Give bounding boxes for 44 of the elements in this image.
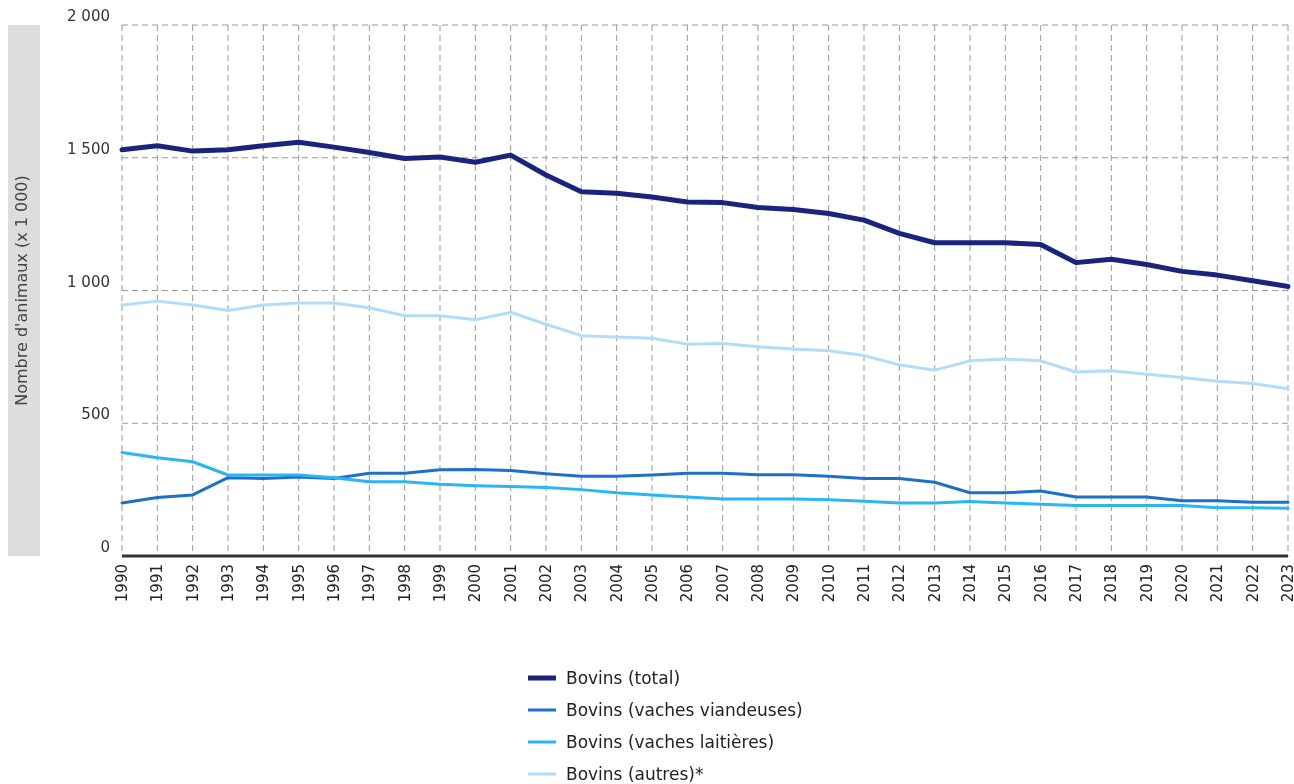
x-tick-label: 1996 — [325, 564, 343, 603]
x-tick-label: 1995 — [289, 564, 308, 603]
x-tick-label: 1992 — [183, 564, 202, 603]
x-tick-label: 2004 — [607, 564, 626, 603]
x-tick-label: 2012 — [890, 564, 909, 603]
x-tick-label: 2008 — [749, 564, 767, 603]
legend-label: Bovins (autres)* — [566, 764, 704, 784]
x-tick-label: 2014 — [961, 564, 979, 603]
legend-label: Bovins (vaches laitières) — [566, 732, 775, 752]
y-tick-label: 0 — [100, 538, 110, 556]
x-tick-label: 2016 — [1031, 564, 1050, 603]
x-tick-label: 2015 — [996, 564, 1015, 603]
y-tick-label: 2 000 — [67, 7, 110, 25]
x-tick-label: 1997 — [360, 564, 379, 603]
x-tick-label: 2001 — [501, 564, 520, 603]
x-tick-label: 1991 — [148, 564, 167, 603]
x-tick-label: 1994 — [254, 564, 273, 603]
x-tick-label: 2020 — [1173, 564, 1191, 603]
y-tick-label: 1 500 — [67, 139, 110, 158]
legend-label: Bovins (vaches viandeuses) — [566, 700, 803, 720]
x-tick-label: 1990 — [113, 564, 131, 603]
x-tick-label: 2002 — [537, 564, 555, 603]
y-tick-label: 500 — [81, 405, 110, 424]
x-tick-label: 1999 — [431, 564, 449, 603]
y-tick-label: 1 000 — [67, 272, 110, 291]
x-tick-label: 2000 — [466, 564, 485, 603]
x-tick-label: 1993 — [219, 564, 237, 603]
x-tick-label: 2007 — [713, 564, 732, 603]
x-tick-label: 2023 — [1279, 564, 1294, 603]
legend-label: Bovins (total) — [566, 668, 681, 688]
x-tick-label: 2018 — [1102, 564, 1121, 603]
x-tick-label: 2011 — [855, 564, 873, 603]
x-tick-label: 2010 — [819, 564, 838, 603]
x-tick-label: 2009 — [784, 564, 803, 603]
x-tick-label: 1998 — [395, 564, 414, 603]
x-tick-label: 2006 — [678, 564, 697, 603]
x-tick-label: 2017 — [1067, 564, 1085, 603]
y-axis-title: Nombre d'animaux (x 1 000) — [12, 175, 31, 406]
x-tick-label: 2003 — [572, 564, 591, 603]
x-tick-label: 2005 — [643, 564, 661, 603]
x-tick-label: 2021 — [1208, 564, 1227, 603]
x-tick-label: 2022 — [1243, 564, 1262, 603]
x-tick-label: 2013 — [925, 564, 944, 603]
x-tick-label: 2019 — [1137, 564, 1156, 603]
